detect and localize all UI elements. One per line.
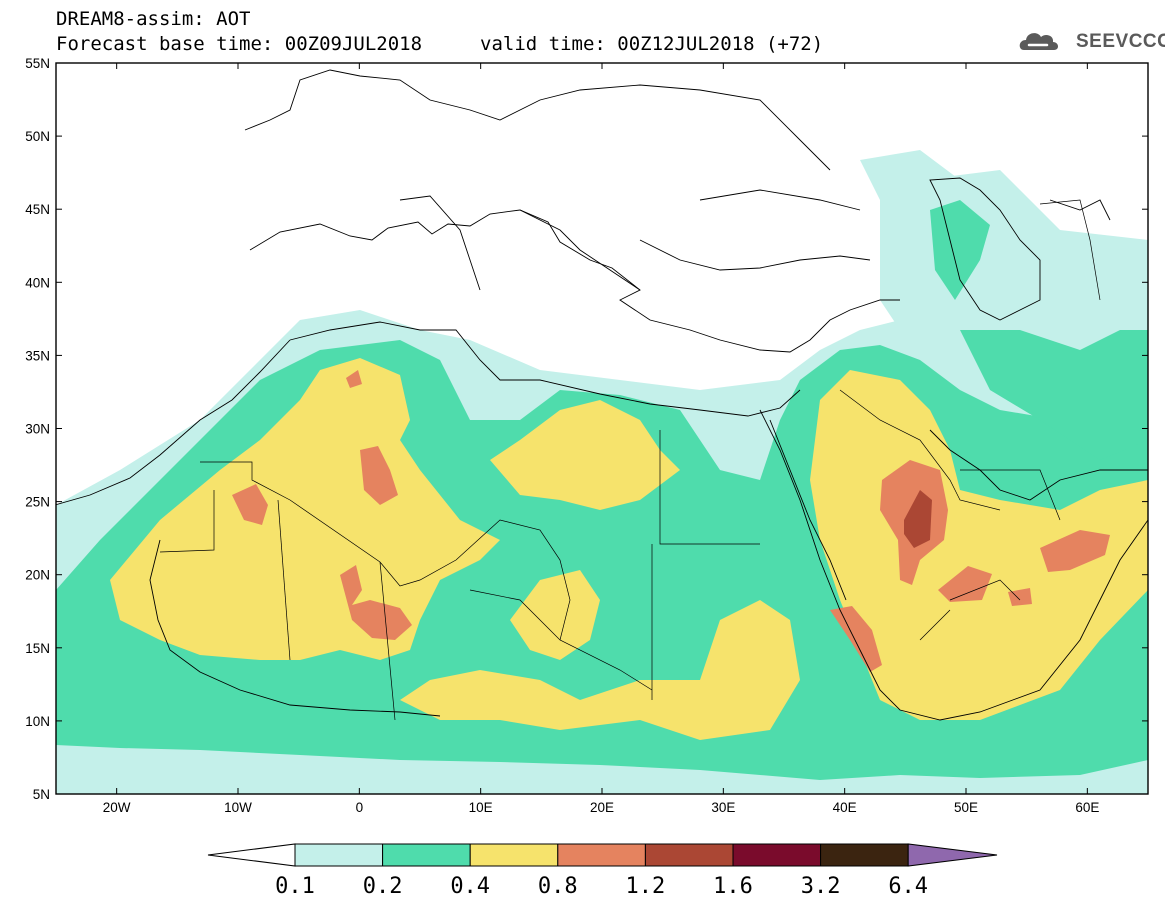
aot-contours	[56, 150, 1148, 794]
colorbar-under-triangle	[207, 843, 296, 867]
aot-band-0.2-caspian	[930, 200, 990, 300]
colorbar-box	[557, 843, 646, 867]
lat-label: 40N	[25, 275, 50, 290]
lat-label: 25N	[25, 495, 50, 510]
lon-label: 60E	[1075, 800, 1099, 815]
colorbar-box	[382, 843, 471, 867]
lat-label: 55N	[25, 56, 50, 71]
aot-band-0.8-morocco	[346, 370, 362, 388]
lat-label: 10N	[25, 714, 50, 729]
lat-label: 30N	[25, 422, 50, 437]
aot-band-0.8-oman	[1040, 530, 1110, 572]
colorbar-label: 0.1	[275, 874, 315, 899]
colorbar-label: 0.4	[450, 874, 490, 899]
aot-band-0.8-niger	[340, 565, 412, 640]
lon-label: 20W	[103, 800, 131, 815]
coastlines	[56, 69, 1148, 721]
aot-band-1.2-saudi	[904, 490, 932, 548]
lon-label: 50E	[954, 800, 978, 815]
colorbar-box	[820, 843, 909, 867]
lon-label: 0	[356, 800, 364, 815]
aot-band-0.4-arabia	[810, 370, 1148, 720]
lon-label: 10E	[469, 800, 493, 815]
colorbar-box	[732, 843, 822, 867]
aot-band-0.4-sudan	[400, 600, 800, 740]
colorbar-label: 6.4	[888, 874, 928, 899]
aot-band-0.8-oman-s	[1008, 588, 1032, 606]
colorbar-boxes	[207, 843, 998, 867]
lon-label: 40E	[833, 800, 857, 815]
lon-label: 20E	[590, 800, 614, 815]
lon-label: 10W	[224, 800, 252, 815]
colorbar-label: 1.2	[626, 874, 666, 899]
lat-labels: 55N 50N 45N 40N 35N 30N 25N 20N 15N 10N 5N	[25, 56, 50, 802]
lon-label: 30E	[711, 800, 735, 815]
lat-label: 5N	[33, 787, 50, 802]
colorbar-labels: 0.1 0.2 0.4 0.8 1.2 1.6 3.2 6.4	[275, 874, 928, 899]
lon-labels: 20W 10W 0 10E 20E 30E 40E 50E 60E	[103, 800, 1100, 815]
forecast-base-time: Forecast base time: 00Z09JUL2018	[56, 33, 423, 55]
borders	[159, 199, 1101, 721]
cloud-logo-icon	[1019, 33, 1059, 50]
logo-text: SEEVCCC	[1076, 31, 1165, 52]
lat-label: 35N	[25, 348, 50, 363]
aot-band-0.4-chad	[510, 570, 600, 660]
aot-band-0.8-mauritania	[232, 484, 268, 525]
colorbar-label: 3.2	[801, 874, 841, 899]
map-title: DREAM8-assim: AOT	[56, 8, 251, 30]
aot-band-0.8-algeria	[360, 446, 398, 505]
colorbar-box	[469, 843, 559, 867]
colorbar-box	[294, 843, 384, 867]
colorbar-box	[644, 843, 734, 867]
aot-band-0.8-redsea	[830, 606, 882, 672]
aot-band-0.4-west	[110, 358, 500, 660]
colorbar-label: 0.8	[538, 874, 578, 899]
valid-time: valid time: 00Z12JUL2018 (+72)	[480, 33, 824, 55]
lat-label: 45N	[25, 202, 50, 217]
lat-label: 15N	[25, 641, 50, 656]
axis-ticks	[56, 62, 1148, 795]
aot-band-0.4-central	[490, 400, 680, 510]
colorbar-label: 0.2	[363, 874, 403, 899]
colorbar-label: 1.6	[713, 874, 753, 899]
colorbar-over-triangle	[907, 843, 998, 867]
lat-label: 50N	[25, 129, 50, 144]
aot-band-0.8-rubalkhali	[938, 566, 992, 602]
lat-label: 20N	[25, 568, 50, 583]
aot-band-0.2-iran	[960, 330, 1148, 460]
